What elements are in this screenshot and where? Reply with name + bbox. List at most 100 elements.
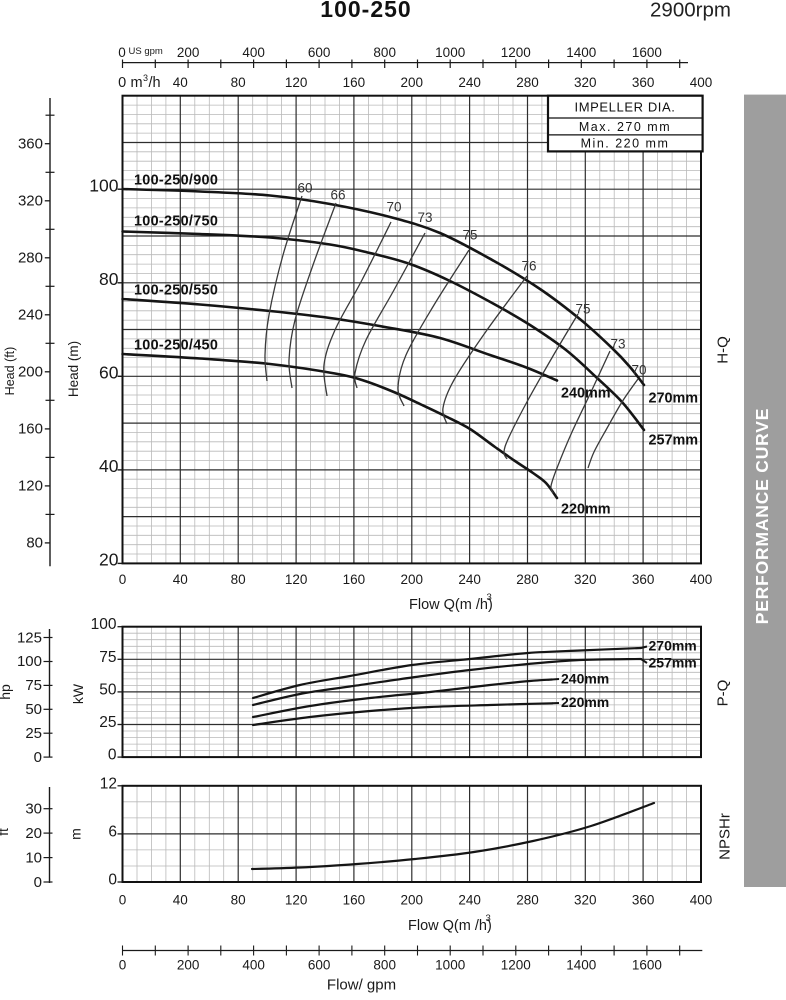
svg-text:270mm: 270mm: [649, 638, 697, 654]
svg-text:240: 240: [458, 893, 481, 908]
svg-text:3: 3: [486, 913, 491, 924]
svg-text:320: 320: [574, 572, 597, 587]
svg-text:125: 125: [17, 629, 42, 646]
svg-text:280: 280: [516, 75, 539, 90]
svg-text:280: 280: [18, 250, 43, 267]
svg-text:Flow Q(m /h): Flow Q(m /h): [408, 918, 492, 934]
svg-text:240: 240: [458, 572, 481, 587]
svg-text:200: 200: [177, 45, 200, 60]
svg-text:25: 25: [25, 725, 42, 742]
svg-text:270mm: 270mm: [649, 391, 699, 407]
svg-text:0: 0: [34, 874, 42, 891]
svg-text:1600: 1600: [632, 958, 662, 973]
svg-text:100: 100: [17, 653, 42, 670]
svg-text:320: 320: [574, 75, 597, 90]
svg-text:10: 10: [25, 849, 42, 866]
svg-text:0: 0: [119, 572, 127, 587]
svg-text:240mm: 240mm: [561, 671, 609, 687]
svg-text:40: 40: [173, 75, 188, 90]
svg-text:Max. 270 mm: Max. 270 mm: [579, 120, 671, 134]
svg-text:100-250/450: 100-250/450: [134, 338, 218, 354]
svg-text:400: 400: [690, 572, 713, 587]
svg-text:Min. 220 mm: Min. 220 mm: [581, 137, 670, 151]
svg-text:76: 76: [521, 259, 536, 274]
svg-text:75: 75: [99, 649, 116, 666]
svg-text:80: 80: [231, 572, 246, 587]
svg-text:100: 100: [91, 616, 117, 633]
svg-text:12: 12: [100, 775, 117, 792]
svg-text:0: 0: [108, 872, 117, 889]
svg-text:1400: 1400: [566, 958, 596, 973]
svg-text:280: 280: [516, 572, 539, 587]
svg-text:800: 800: [373, 958, 396, 973]
svg-text:200: 200: [401, 893, 424, 908]
svg-text:ft: ft: [0, 828, 11, 836]
svg-text:66: 66: [330, 188, 345, 203]
svg-text:257mm: 257mm: [649, 655, 697, 671]
svg-text:m: m: [68, 828, 84, 840]
svg-text:800: 800: [373, 45, 396, 60]
svg-text:P-Q: P-Q: [715, 680, 732, 707]
svg-text:100-250/900: 100-250/900: [134, 173, 218, 189]
svg-text:80: 80: [99, 269, 119, 289]
svg-text:160: 160: [343, 893, 366, 908]
svg-text:0: 0: [118, 45, 126, 60]
svg-text:1000: 1000: [435, 958, 465, 973]
svg-text:NPSHr: NPSHr: [717, 813, 734, 860]
svg-text:80: 80: [231, 75, 246, 90]
svg-text:30: 30: [25, 801, 42, 818]
svg-text:Head (ft): Head (ft): [3, 347, 17, 396]
svg-text:/h: /h: [149, 75, 161, 91]
svg-text:25: 25: [99, 714, 116, 731]
svg-text:Flow/ gpm: Flow/ gpm: [327, 977, 396, 994]
svg-text:360: 360: [632, 893, 655, 908]
svg-text:20: 20: [99, 550, 119, 570]
svg-text:257mm: 257mm: [649, 433, 699, 449]
svg-text:70: 70: [631, 363, 646, 378]
svg-text:100-250/550: 100-250/550: [134, 283, 218, 299]
svg-text:200: 200: [401, 572, 424, 587]
svg-text:60: 60: [99, 363, 119, 383]
svg-text:120: 120: [18, 478, 43, 495]
svg-text:160: 160: [343, 572, 366, 587]
svg-text:Flow Q(m /h): Flow Q(m /h): [409, 597, 493, 613]
svg-text:120: 120: [285, 75, 308, 90]
svg-text:200: 200: [18, 364, 43, 381]
svg-text:40: 40: [173, 893, 188, 908]
svg-text:IMPELLER DIA.: IMPELLER DIA.: [575, 100, 676, 115]
svg-text:US gpm: US gpm: [129, 46, 163, 57]
svg-text:400: 400: [690, 893, 713, 908]
svg-text:73: 73: [610, 337, 625, 352]
svg-text:320: 320: [18, 193, 43, 210]
svg-text:m: m: [131, 75, 143, 91]
svg-text:240: 240: [18, 307, 43, 324]
svg-text:0: 0: [108, 747, 117, 764]
svg-text:100: 100: [89, 176, 118, 196]
svg-text:100-250/750: 100-250/750: [134, 214, 218, 230]
svg-text:600: 600: [308, 45, 331, 60]
svg-text:200: 200: [177, 958, 200, 973]
svg-text:280: 280: [516, 893, 539, 908]
svg-text:320: 320: [574, 893, 597, 908]
svg-text:1400: 1400: [566, 45, 596, 60]
svg-text:0: 0: [118, 75, 126, 91]
svg-text:40: 40: [99, 456, 119, 476]
svg-text:3: 3: [487, 592, 492, 603]
svg-text:360: 360: [632, 572, 655, 587]
svg-text:400: 400: [242, 45, 265, 60]
svg-text:1200: 1200: [501, 958, 531, 973]
svg-text:160: 160: [18, 421, 43, 438]
svg-text:1000: 1000: [435, 45, 465, 60]
svg-text:240mm: 240mm: [561, 386, 611, 402]
svg-text:2900rpm: 2900rpm: [650, 0, 731, 22]
svg-text:100-250: 100-250: [320, 0, 411, 22]
svg-text:220mm: 220mm: [561, 502, 611, 518]
svg-text:75: 75: [462, 228, 477, 243]
svg-text:360: 360: [632, 75, 655, 90]
svg-text:200: 200: [401, 75, 424, 90]
svg-text:1200: 1200: [501, 45, 531, 60]
svg-text:20: 20: [25, 825, 42, 842]
svg-text:73: 73: [417, 210, 432, 225]
svg-text:70: 70: [386, 200, 401, 215]
svg-text:50: 50: [25, 701, 42, 718]
